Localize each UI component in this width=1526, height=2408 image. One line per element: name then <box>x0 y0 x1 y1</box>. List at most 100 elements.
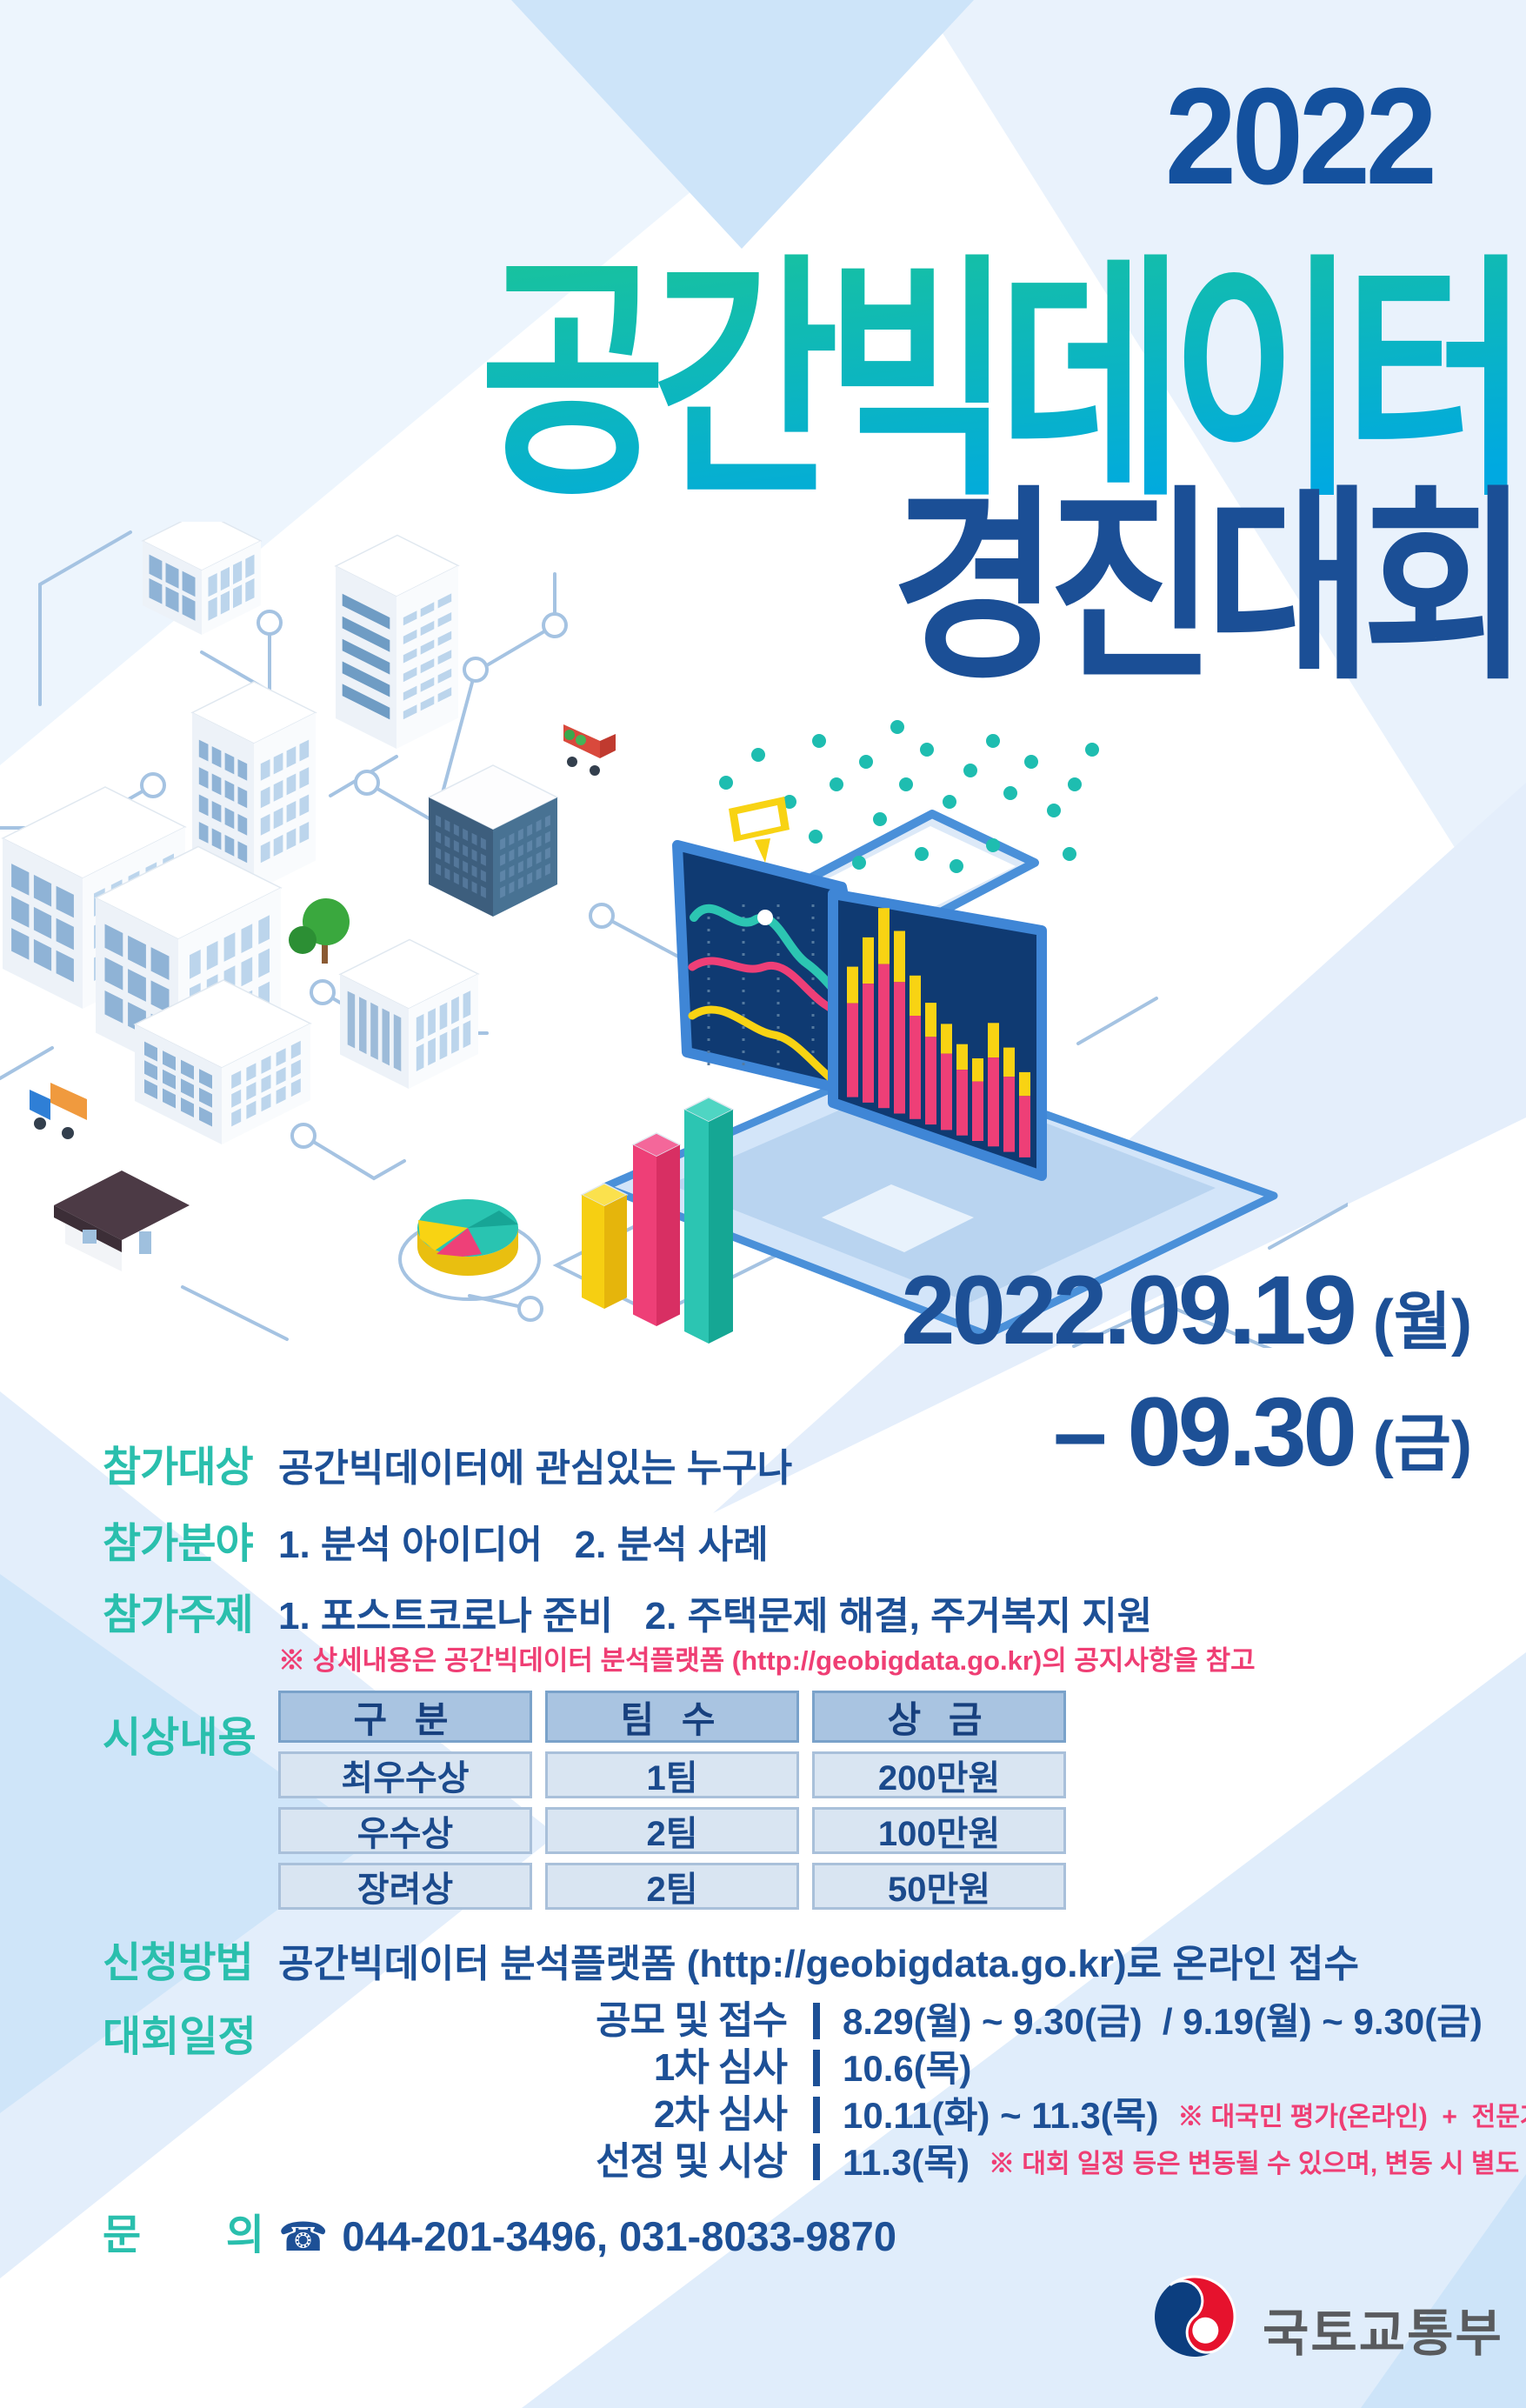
awards-col-header: 상 금 <box>812 1691 1066 1743</box>
section-apply: 신청방법 공간빅데이터 분석플랫폼 (http://geobigdata.go.… <box>103 1940 1359 1987</box>
tree-icon <box>289 898 350 964</box>
data-dot <box>809 830 823 844</box>
pie-chart-icon <box>398 1199 541 1301</box>
awards-cell: 장려상 <box>278 1863 532 1910</box>
data-dot <box>950 859 963 873</box>
main-title: 공간빅데이터 <box>479 238 1526 525</box>
section-target-content: 공간빅데이터에 관심있는 누구나 <box>278 1447 793 1490</box>
data-dot <box>963 764 977 777</box>
network-line <box>600 914 680 958</box>
section-target-label: 참가대상 <box>103 1444 254 1491</box>
awards-cell: 200만원 <box>812 1751 1066 1798</box>
awards-cell: 우수상 <box>278 1807 532 1854</box>
schedule-step-note: ※ 대국민 평가(온라인) + 전문가 평가(제안자 발표) <box>1177 2103 1526 2131</box>
network-line <box>1076 997 1158 1045</box>
schedule-step-value: 8.29(월) ~ 9.30(금) / 9.19(월) ~ 9.30(금) <box>843 2000 1502 2044</box>
awards-col-header: 구 분 <box>278 1691 532 1743</box>
data-dot <box>920 743 934 757</box>
schedule-list: 공모 및 접수 8.29(월) ~ 9.30(금) / 9.19(월) ~ 9.… <box>278 1999 1526 2188</box>
bar-yellow-icon <box>580 1183 629 1309</box>
data-dot <box>890 720 904 734</box>
schedule-step-name: 1차 심사 <box>653 2046 788 2089</box>
network-node <box>290 1123 317 1149</box>
section-contact: 문 의 ☎ 044-201-3496, 031-8033-9870 <box>103 2212 896 2260</box>
data-dot <box>852 856 866 870</box>
schedule-step-date: 10.6(목) <box>843 2048 972 2089</box>
schedule-row: 선정 및 시상 11.3(목) ※ 대회 일정 등은 변동될 수 있으며, 변동 … <box>278 2140 1526 2186</box>
section-field: 참가분야 1. 분석 아이디어 2. 분석 사례 <box>103 1521 769 1568</box>
awards-cell: 2팀 <box>545 1863 799 1910</box>
section-schedule-label: 대회일정 <box>103 2014 257 2060</box>
network-line <box>38 530 132 706</box>
schedule-row: 1차 심사 10.6(목) <box>278 2046 1526 2092</box>
section-topic-label: 참가주제 <box>103 1592 254 1638</box>
data-dot <box>1024 755 1038 769</box>
schedule-separator <box>813 2097 820 2133</box>
schedule-step-date: 10.11(화) ~ 11.3(목) <box>843 2095 1159 2136</box>
building-glass-icon <box>427 764 559 917</box>
section-target: 참가대상 공간빅데이터에 관심있는 누구나 <box>103 1444 793 1491</box>
network-line <box>302 1134 406 1181</box>
data-dot <box>873 812 887 826</box>
event-dates: 2022.09.19 (월) – 09.30 (금) <box>901 1259 1472 1483</box>
org-name: 국토교통부 <box>1263 2305 1503 2362</box>
network-node <box>589 903 615 929</box>
schedule-step-note: ※ 대회 일정 등은 변동될 수 있으며, 변동 시 별도 공지할 예정입니다. <box>989 2150 1520 2178</box>
sub-title: 경진대회 <box>891 473 1526 704</box>
data-dot <box>899 777 913 791</box>
building-columns-icon <box>338 938 480 1089</box>
schedule-step-value: 10.6(목) <box>843 2047 990 2091</box>
date-end: – 09.30 <box>1053 1377 1357 1486</box>
awards-col-header: 팀 수 <box>545 1691 799 1743</box>
network-node <box>257 610 283 636</box>
building-office-icon <box>141 522 263 635</box>
truck-red-icon <box>563 724 616 776</box>
schedule-row: 공모 및 접수 8.29(월) ~ 9.30(금) / 9.19(월) ~ 9.… <box>278 1999 1526 2045</box>
data-dot <box>830 777 843 791</box>
date-end-weekday: (금) <box>1372 1409 1472 1479</box>
schedule-step-value: 11.3(목) ※ 대회 일정 등은 변동될 수 있으며, 변동 시 별도 공지할… <box>843 2141 1526 2185</box>
government-seal-icon <box>1155 2275 1236 2357</box>
truck-blue-icon <box>30 1083 87 1139</box>
data-dot <box>1047 804 1061 817</box>
schedule-step-name: 선정 및 시상 <box>596 2140 788 2183</box>
data-dot <box>943 795 956 809</box>
section-topic-content: 1. 포스트코로나 준비 2. 주택문제 해결, 주거복지 지원 <box>278 1595 1153 1638</box>
building-low-icon <box>133 979 312 1144</box>
section-topic-note: ※ 상세내용은 공간빅데이터 분석플랫폼 (http://geobigdata.… <box>278 1645 1256 1676</box>
data-dot <box>751 748 765 762</box>
data-dot <box>986 838 1000 852</box>
schedule-separator <box>813 2003 820 2039</box>
network-node <box>517 1296 543 1322</box>
schedule-separator <box>813 2144 820 2180</box>
data-dot <box>1063 847 1076 861</box>
bar-teal-icon <box>683 1097 735 1344</box>
network-node <box>354 770 380 796</box>
contact-phone: 044-201-3496, 031-8033-9870 <box>342 2213 896 2259</box>
awards-cell: 50만원 <box>812 1863 1066 1910</box>
schedule-row: 2차 심사 10.11(화) ~ 11.3(목) ※ 대국민 평가(온라인) + … <box>278 2093 1526 2139</box>
section-field-content: 1. 분석 아이디어 2. 분석 사례 <box>278 1524 769 1566</box>
date-line-2: – 09.30 (금) <box>901 1380 1472 1484</box>
section-contact-label: 문 의 <box>103 2212 264 2259</box>
schedule-step-name: 2차 심사 <box>653 2093 788 2136</box>
schedule-step-date: 8.29(월) ~ 9.30(금) / 9.19(월) ~ 9.30(금) <box>843 2001 1483 2042</box>
network-line <box>181 1285 289 1341</box>
network-line <box>1268 1203 1348 1250</box>
section-apply-label: 신청방법 <box>103 1940 254 1986</box>
network-node <box>463 657 489 683</box>
awards-table: 구 분 팀 수 상 금 최우수상 1팀 200만원 우수상 2팀 100만원 장… <box>278 1691 1066 1910</box>
section-apply-content: 공간빅데이터 분석플랫폼 (http://geobigdata.go.kr)로 … <box>278 1943 1359 1985</box>
section-topic: 참가주제 1. 포스트코로나 준비 2. 주택문제 해결, 주거복지 지원 <box>103 1592 1153 1639</box>
network-line <box>0 1046 54 1080</box>
schedule-step-name: 공모 및 접수 <box>596 1999 788 2042</box>
date-start-weekday: (월) <box>1372 1288 1472 1357</box>
bar-pink-icon <box>631 1132 682 1326</box>
schedule-step-value: 10.11(화) ~ 11.3(목) ※ 대국민 평가(온라인) + 전문가 평가… <box>843 2094 1526 2138</box>
year-badge: 2022 <box>1164 60 1436 213</box>
house-dark-icon <box>54 1171 190 1271</box>
awards-cell: 1팀 <box>545 1751 799 1798</box>
network-node <box>140 772 166 798</box>
data-dot <box>812 734 826 748</box>
awards-cell: 2팀 <box>545 1807 799 1854</box>
